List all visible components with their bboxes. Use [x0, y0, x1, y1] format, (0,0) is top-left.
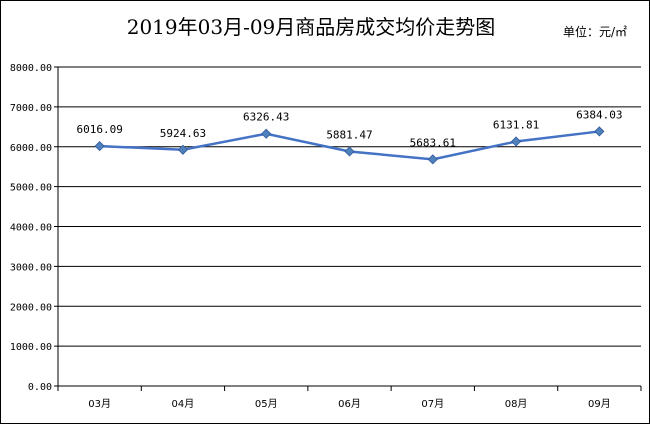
x-tick-label: 05月 [255, 398, 278, 410]
y-tick-label: 7000.00 [10, 103, 52, 114]
y-tick-label: 2000.00 [10, 302, 52, 313]
y-tick-label: 0.00 [28, 382, 52, 393]
data-point [177, 144, 188, 155]
y-tick-label: 6000.00 [10, 143, 52, 154]
y-tick-label: 8000.00 [10, 63, 52, 74]
data-label: 5881.47 [326, 128, 372, 141]
y-tick-label: 5000.00 [10, 183, 52, 194]
x-tick-label: 06月 [338, 398, 361, 410]
y-tick-label: 4000.00 [10, 223, 52, 234]
data-point [344, 146, 355, 157]
data-label: 6016.09 [76, 123, 122, 136]
x-tick-label: 09月 [588, 398, 611, 410]
data-label: 6384.03 [576, 108, 622, 121]
data-point [594, 126, 605, 137]
chart-title: 2019年03月-09月商品房成交均价走势图 [126, 15, 496, 39]
x-tick-label: 08月 [505, 398, 528, 410]
x-tick-label: 07月 [421, 398, 444, 410]
data-point [261, 128, 272, 139]
y-tick-label: 1000.00 [10, 342, 52, 353]
x-tick-label: 03月 [88, 398, 111, 410]
data-label: 5924.63 [160, 127, 206, 140]
data-label: 6131.81 [493, 118, 539, 131]
x-tick-label: 04月 [172, 398, 195, 410]
data-point [94, 141, 105, 152]
y-tick-label: 3000.00 [10, 262, 52, 273]
data-point [511, 136, 522, 147]
data-label: 6326.43 [243, 111, 289, 124]
data-label: 5683.61 [410, 136, 456, 149]
unit-label: 单位：元/㎡ [562, 25, 627, 39]
data-point [427, 154, 438, 165]
